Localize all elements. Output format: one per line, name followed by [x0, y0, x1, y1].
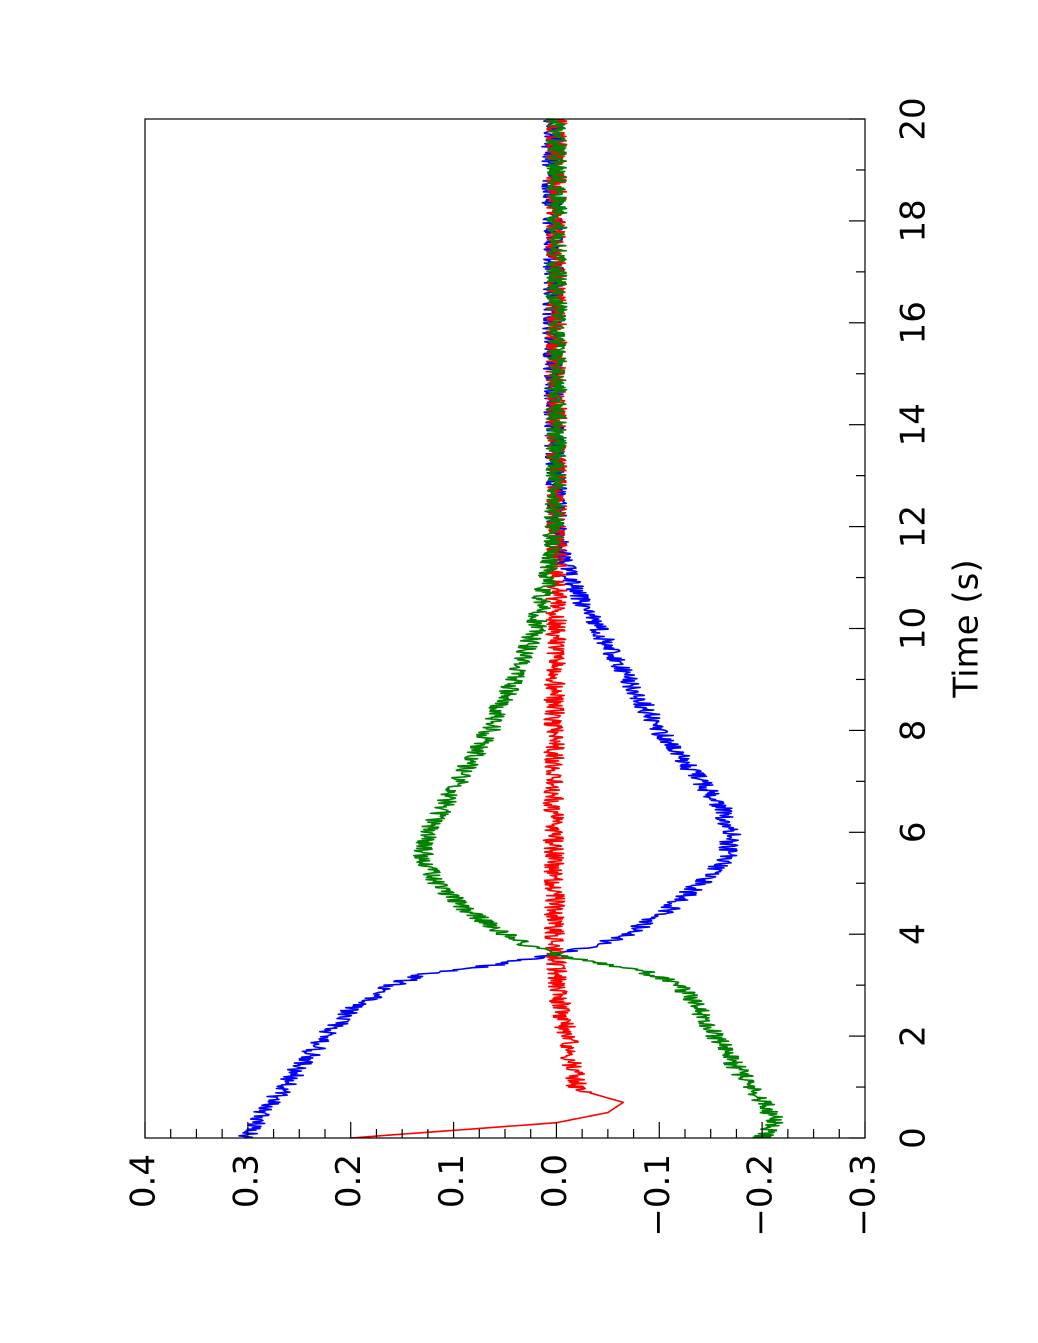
value-axis-ticks: 0.4 0.3 0.2 0.1 0.0 −0.1 −0.2 −0.3 [124, 1122, 884, 1237]
time-tick-label: 4 [894, 923, 934, 945]
time-tick-label: 6 [894, 821, 934, 843]
time-tick-label: 12 [894, 505, 934, 548]
value-tick-label: −0.1 [638, 1154, 678, 1237]
data-series-line [350, 118, 625, 1139]
time-tick-label: 0 [894, 1127, 934, 1149]
value-tick-label: −0.2 [741, 1154, 781, 1237]
plot-frame [144, 118, 866, 1139]
data-series-line [238, 118, 742, 1139]
time-tick-label: 8 [894, 720, 934, 742]
value-tick-label: 0.0 [535, 1154, 575, 1208]
data-lines [238, 118, 784, 1139]
time-tick-label: 18 [894, 199, 934, 242]
time-tick-label: 20 [894, 97, 934, 140]
time-tick-label: 10 [894, 607, 934, 650]
time-tick-label: 14 [894, 403, 934, 446]
value-tick-label: 0.4 [124, 1154, 164, 1208]
time-axis-ticks: 0 2 4 6 8 10 12 14 16 18 20 [849, 97, 934, 1149]
value-tick-label: 0.2 [329, 1154, 369, 1208]
data-series-line [413, 118, 784, 1139]
value-tick-label: 0.3 [226, 1154, 266, 1208]
time-tick-label: 2 [894, 1025, 934, 1047]
time-tick-label: 16 [894, 301, 934, 344]
value-tick-label: −0.3 [844, 1154, 884, 1237]
time-axis-title: Time (s) [947, 559, 987, 698]
value-tick-label: 0.1 [432, 1154, 472, 1208]
